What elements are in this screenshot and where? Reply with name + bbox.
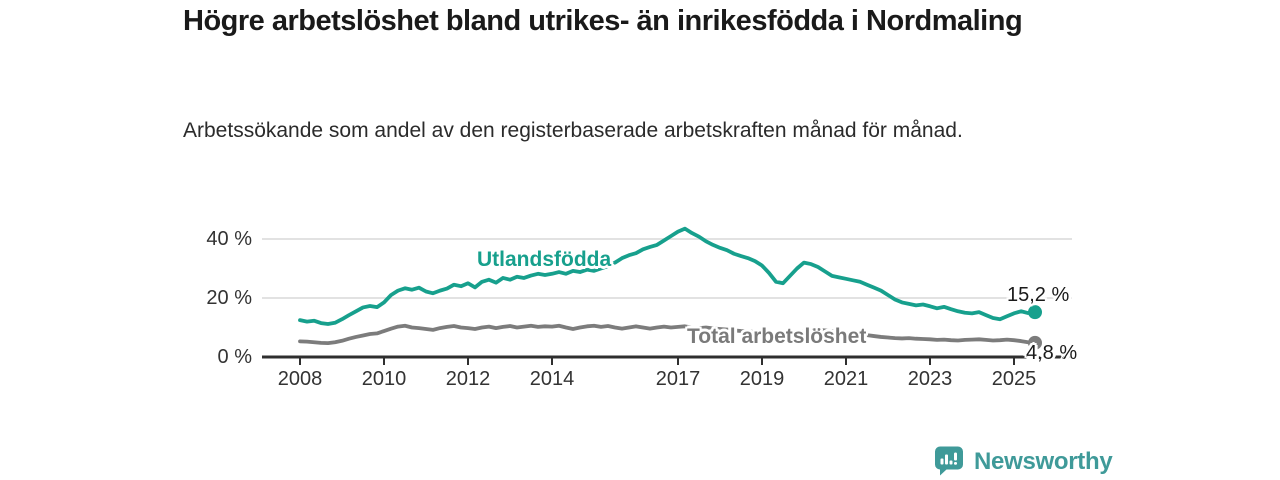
y-tick-label: 0 % — [217, 346, 252, 368]
x-tick-label: 2025 — [991, 368, 1037, 390]
chart-subtitle: Arbetssökande som andel av den registerb… — [183, 119, 963, 142]
x-tick-label: 2012 — [445, 368, 491, 390]
x-tick-label: 2023 — [907, 368, 953, 390]
series-end-dot-total-arbetsloshet — [1028, 335, 1043, 350]
newsworthy-speech-bubble-chart-icon — [935, 446, 963, 476]
end-value-label-utlandsfodda: 15,2 % — [1007, 284, 1070, 306]
series-label-utlandsfodda: Utlandsfödda — [477, 248, 612, 271]
end-value-label-total: 4,8 % — [1026, 342, 1078, 364]
series-line-utlandsfodda — [298, 226, 1037, 326]
newsworthy-logo-text: Newsworthy — [974, 447, 1113, 475]
newsworthy-logo: Newsworthy — [933, 445, 1113, 478]
x-tick-label: 2014 — [529, 368, 575, 390]
page-title: Högre arbetslöshet bland utrikes- än inr… — [183, 5, 1023, 37]
series-label-total-arbetsloshet: Total arbetslöshet — [687, 325, 867, 348]
x-tick-label: 2010 — [361, 368, 407, 390]
x-tick-label: 2021 — [823, 368, 869, 390]
x-tick-label: 2017 — [655, 368, 701, 390]
x-tick-label: 2008 — [277, 368, 323, 390]
y-tick-label: 40 % — [206, 228, 252, 250]
series-end-dot-utlandsfodda — [1028, 305, 1043, 320]
x-tick-label: 2019 — [739, 368, 785, 390]
series-line-total-arbetsloshet — [298, 323, 1037, 346]
y-tick-label: 20 % — [206, 287, 252, 309]
